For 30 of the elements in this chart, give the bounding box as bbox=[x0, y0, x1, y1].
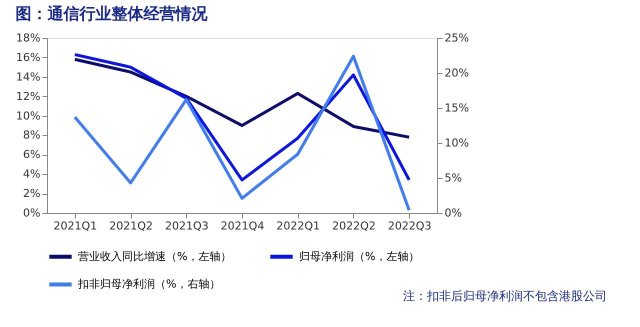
y-tick-label: 2% bbox=[23, 187, 40, 200]
y-tick-label: 0% bbox=[23, 206, 40, 220]
y2-tick-label: 5% bbox=[444, 172, 462, 184]
y2-tick-label: 15% bbox=[444, 102, 469, 114]
legend-label: 归母净利润（%，左轴） bbox=[299, 250, 420, 263]
x-tick-label: 2021Q4 bbox=[220, 220, 264, 232]
y-tick-label: 18% bbox=[16, 32, 40, 44]
y-tick-label: 4% bbox=[23, 168, 40, 181]
y-tick-label: 12% bbox=[16, 90, 40, 103]
legend-label: 扣非归母净利润（%，右轴） bbox=[77, 278, 220, 290]
y-tick-label: 16% bbox=[16, 50, 40, 64]
y-tick-label: 8% bbox=[23, 128, 40, 142]
line-series bbox=[73, 54, 411, 212]
y2-tick-label: 25% bbox=[444, 32, 469, 44]
line-series bbox=[73, 53, 411, 182]
x-tick-label: 2022Q3 bbox=[388, 220, 432, 232]
y2-tick-label: 20% bbox=[444, 66, 469, 80]
y-tick-label: 14% bbox=[16, 70, 40, 84]
x-tick-label: 2021Q3 bbox=[164, 220, 209, 232]
text: 注：扣非后归母净利润不包含港股公司 bbox=[403, 289, 607, 303]
y-tick-label: 6% bbox=[23, 148, 40, 162]
x-tick-label: 2021Q1 bbox=[54, 220, 98, 232]
x-tick-label: 2022Q2 bbox=[332, 220, 376, 232]
y2-tick-label: 10% bbox=[444, 136, 469, 150]
x-tick-label: 2022Q1 bbox=[276, 220, 320, 232]
chart-title: 图：通信行业整体经营情况 bbox=[16, 4, 209, 23]
y-tick-label: 10% bbox=[16, 109, 40, 122]
legend-label: 营业收入同比增速（%，左轴） bbox=[78, 250, 232, 263]
x-tick-label: 2021Q2 bbox=[109, 220, 153, 232]
y2-tick-label: 0% bbox=[444, 206, 462, 220]
